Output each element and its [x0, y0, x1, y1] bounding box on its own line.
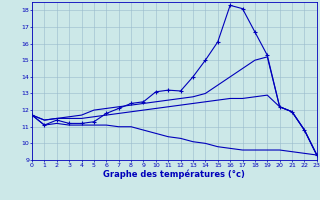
X-axis label: Graphe des températures (°c): Graphe des températures (°c) [103, 169, 245, 179]
